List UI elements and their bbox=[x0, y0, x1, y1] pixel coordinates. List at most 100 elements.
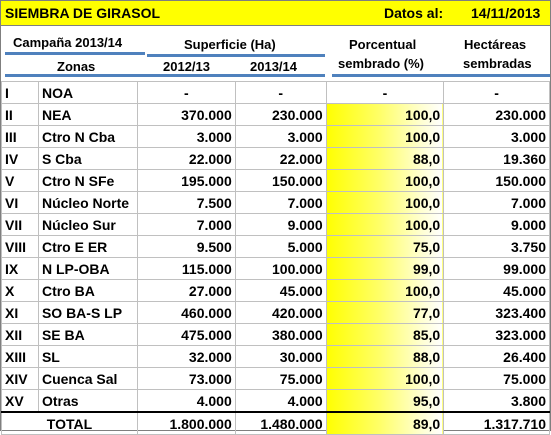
hectares-sown-cell[interactable]: 26.400 bbox=[443, 345, 550, 368]
zone-name-cell[interactable]: SE BA bbox=[37, 323, 138, 346]
surface-2013-cell[interactable]: 9.000 bbox=[234, 213, 327, 236]
zone-name-cell[interactable]: SL bbox=[37, 345, 138, 368]
surface-2012-cell[interactable]: 9.500 bbox=[136, 235, 236, 258]
zone-number-cell[interactable]: II bbox=[1, 103, 39, 126]
zone-name-cell[interactable]: Ctro N SFe bbox=[37, 169, 138, 192]
hectares-sown-cell[interactable]: 9.000 bbox=[443, 213, 550, 236]
percent-sown-cell[interactable]: 85,0 bbox=[325, 323, 445, 346]
hectares-sown-cell[interactable]: 150.000 bbox=[443, 169, 550, 192]
surface-2012-cell[interactable]: 7.000 bbox=[136, 213, 236, 236]
table-row: VI Núcleo Norte 7.500 7.000 100,0 7.000 bbox=[1, 191, 550, 214]
zone-name-cell[interactable]: Cuenca Sal bbox=[37, 367, 138, 390]
surface-2012-cell[interactable]: 195.000 bbox=[136, 169, 236, 192]
hectares-sown-cell[interactable]: 7.000 bbox=[443, 191, 550, 214]
zone-name-cell[interactable]: Ctro BA bbox=[37, 279, 138, 302]
zone-name-cell[interactable]: Ctro N Cba bbox=[37, 125, 138, 148]
zone-number-cell[interactable]: VI bbox=[1, 191, 39, 214]
percent-sown-cell[interactable]: 100,0 bbox=[325, 169, 445, 192]
percent-sown-cell[interactable]: - bbox=[325, 81, 445, 104]
zone-number-cell[interactable]: IV bbox=[1, 147, 39, 170]
hectares-sown-cell[interactable]: 3.800 bbox=[443, 389, 550, 413]
zone-number-cell[interactable]: I bbox=[1, 81, 39, 104]
surface-2013-cell[interactable]: - bbox=[234, 81, 327, 104]
surface-2012-cell[interactable]: 22.000 bbox=[136, 147, 236, 170]
surface-2013-cell[interactable]: 100.000 bbox=[234, 257, 327, 280]
surface-2013-cell[interactable]: 5.000 bbox=[234, 235, 327, 258]
table-row: XI SO BA-S LP 460.000 420.000 77,0 323.400 bbox=[1, 301, 550, 324]
surface-2012-cell[interactable]: 460.000 bbox=[136, 301, 236, 324]
surface-2013-cell[interactable]: 22.000 bbox=[234, 147, 327, 170]
hectares-sown-cell[interactable]: 19.360 bbox=[443, 147, 550, 170]
total-surface-2012[interactable]: 1.800.000 bbox=[136, 411, 236, 435]
percent-sown-cell[interactable]: 100,0 bbox=[325, 125, 445, 148]
surface-2012-cell[interactable]: 370.000 bbox=[136, 103, 236, 126]
percent-sown-cell[interactable]: 100,0 bbox=[325, 103, 445, 126]
hectares-sown-cell[interactable]: 45.000 bbox=[443, 279, 550, 302]
percent-sown-cell[interactable]: 100,0 bbox=[325, 191, 445, 214]
hectares-sown-cell[interactable]: 230.000 bbox=[443, 103, 550, 126]
hectares-sown-cell[interactable]: 3.000 bbox=[443, 125, 550, 148]
hectares-sown-cell[interactable]: 75.000 bbox=[443, 367, 550, 390]
hectares-sown-cell[interactable]: 3.750 bbox=[443, 235, 550, 258]
surface-2013-cell[interactable]: 4.000 bbox=[234, 389, 327, 413]
percent-sown-cell[interactable]: 100,0 bbox=[325, 279, 445, 302]
surface-2013-cell[interactable]: 7.000 bbox=[234, 191, 327, 214]
percent-sown-cell[interactable]: 100,0 bbox=[325, 367, 445, 390]
zone-number-cell[interactable]: X bbox=[1, 279, 39, 302]
zone-number-cell[interactable]: IX bbox=[1, 257, 39, 280]
hectares-sown-cell[interactable]: 323.000 bbox=[443, 323, 550, 346]
zone-name-cell[interactable]: S Cba bbox=[37, 147, 138, 170]
percent-sown-cell[interactable]: 75,0 bbox=[325, 235, 445, 258]
surface-2012-cell[interactable]: 4.000 bbox=[136, 389, 236, 413]
percent-sown-cell[interactable]: 99,0 bbox=[325, 257, 445, 280]
surface-2012-cell[interactable]: - bbox=[136, 81, 236, 104]
zone-number-cell[interactable]: III bbox=[1, 125, 39, 148]
percent-sown-cell[interactable]: 88,0 bbox=[325, 345, 445, 368]
surface-2013-cell[interactable]: 420.000 bbox=[234, 301, 327, 324]
surface-2013-cell[interactable]: 30.000 bbox=[234, 345, 327, 368]
hectares-sown-cell[interactable]: 323.400 bbox=[443, 301, 550, 324]
total-hectares-sown[interactable]: 1.317.710 bbox=[443, 411, 550, 435]
total-label[interactable]: TOTAL bbox=[1, 411, 138, 435]
zone-name-cell[interactable]: Otras bbox=[37, 389, 138, 413]
total-percent-sown[interactable]: 89,0 bbox=[325, 411, 445, 435]
hectares-sown-cell[interactable]: 99.000 bbox=[443, 257, 550, 280]
zone-name-cell[interactable]: Núcleo Norte bbox=[37, 191, 138, 214]
percent-sown-cell[interactable]: 100,0 bbox=[325, 213, 445, 236]
zone-name-cell[interactable]: Núcleo Sur bbox=[37, 213, 138, 236]
surface-2012-cell[interactable]: 475.000 bbox=[136, 323, 236, 346]
surface-2013-cell[interactable]: 75.000 bbox=[234, 367, 327, 390]
percent-sown-cell[interactable]: 77,0 bbox=[325, 301, 445, 324]
zone-name-cell[interactable]: SO BA-S LP bbox=[37, 301, 138, 324]
surface-2013-cell[interactable]: 230.000 bbox=[234, 103, 327, 126]
zone-name-cell[interactable]: N LP-OBA bbox=[37, 257, 138, 280]
zone-name-cell[interactable]: Ctro E ER bbox=[37, 235, 138, 258]
zone-number-cell[interactable]: VIII bbox=[1, 235, 39, 258]
hectares-sown-cell[interactable]: - bbox=[443, 81, 550, 104]
zone-number-cell[interactable]: XIII bbox=[1, 345, 39, 368]
surface-2012-cell[interactable]: 32.000 bbox=[136, 345, 236, 368]
surface-2013-cell[interactable]: 150.000 bbox=[234, 169, 327, 192]
surface-2012-cell[interactable]: 115.000 bbox=[136, 257, 236, 280]
percent-sown-cell[interactable]: 88,0 bbox=[325, 147, 445, 170]
surface-2012-cell[interactable]: 73.000 bbox=[136, 367, 236, 390]
total-surface-2013[interactable]: 1.480.000 bbox=[234, 411, 327, 435]
zone-number-cell[interactable]: XV bbox=[1, 389, 39, 413]
surface-2012-cell[interactable]: 7.500 bbox=[136, 191, 236, 214]
surface-2012-cell[interactable]: 3.000 bbox=[136, 125, 236, 148]
zone-number-cell[interactable]: V bbox=[1, 169, 39, 192]
zone-name-cell[interactable]: NOA bbox=[37, 81, 138, 104]
table-row: XV Otras 4.000 4.000 95,0 3.800 bbox=[1, 389, 550, 413]
percent-sown-cell[interactable]: 95,0 bbox=[325, 389, 445, 413]
surface-2013-cell[interactable]: 380.000 bbox=[234, 323, 327, 346]
surface-2013-cell[interactable]: 45.000 bbox=[234, 279, 327, 302]
zone-number-cell[interactable]: XI bbox=[1, 301, 39, 324]
surface-2012-cell[interactable]: 27.000 bbox=[136, 279, 236, 302]
sembradas-header: sembradas bbox=[463, 56, 532, 71]
zone-name-cell[interactable]: NEA bbox=[37, 103, 138, 126]
table-row: VII Núcleo Sur 7.000 9.000 100,0 9.000 bbox=[1, 213, 550, 236]
surface-2013-cell[interactable]: 3.000 bbox=[234, 125, 327, 148]
zone-number-cell[interactable]: XIV bbox=[1, 367, 39, 390]
zone-number-cell[interactable]: VII bbox=[1, 213, 39, 236]
zone-number-cell[interactable]: XII bbox=[1, 323, 39, 346]
